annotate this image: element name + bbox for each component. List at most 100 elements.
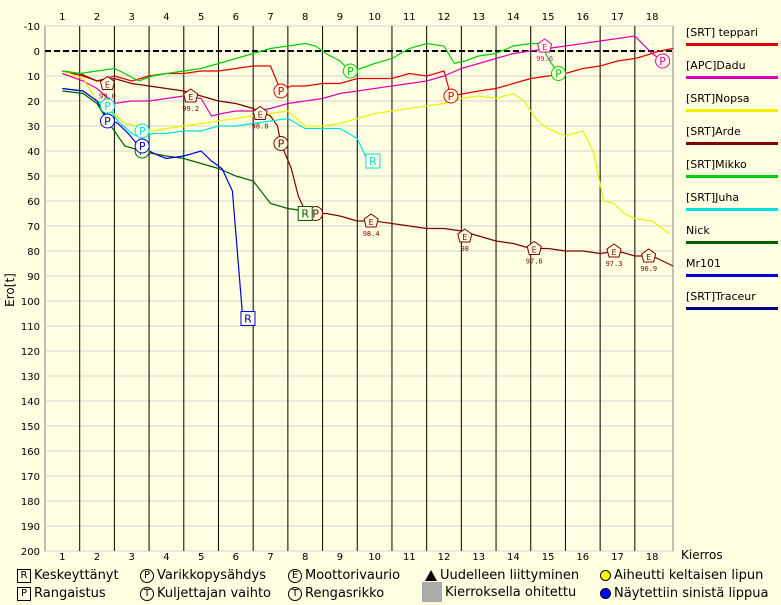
- legend-swatch: [686, 241, 778, 244]
- marker-letter: P: [278, 138, 285, 151]
- key-pitstop: P Varikkopysähdys: [140, 568, 266, 583]
- legend-swatch: [686, 175, 778, 178]
- legend-item: [SRT]Nopsa: [686, 92, 778, 125]
- x-tick-label-top: 6: [233, 12, 239, 23]
- pit-marker-circle: [273, 83, 289, 99]
- x-tick-label-bottom: 8: [302, 552, 308, 563]
- x-tick-label-top: 14: [507, 12, 520, 23]
- x-tick-label-bottom: 1: [59, 552, 65, 563]
- event-marker-E: E 97.6: [526, 240, 543, 266]
- legend-item: [SRT]Mikko: [686, 158, 778, 191]
- x-tick-label-top: 4: [163, 12, 169, 23]
- y-tick-label: 200: [21, 547, 40, 558]
- event-marker-P: P: [655, 53, 671, 69]
- y-tick-label: 50: [27, 172, 40, 183]
- legend-label: Mr101: [686, 257, 722, 270]
- x-tick-label-bottom: 15: [542, 552, 555, 563]
- x-tick-label-top: 1: [59, 12, 65, 23]
- pit-marker-circle: [655, 53, 671, 69]
- x-tick-label-top: 16: [576, 12, 589, 23]
- pit-marker-circle: [99, 113, 115, 129]
- marker-value-label: 96.9: [640, 265, 657, 273]
- y-tick-label: 20: [27, 97, 40, 108]
- y-tick-label: 30: [27, 122, 40, 133]
- key-lapped: Kierroksella ohitettu: [422, 582, 576, 602]
- event-key-legend: R Keskeyttänyt P Varikkopysähdys E Moottori…: [0, 565, 781, 605]
- legend-item: Nick: [686, 224, 778, 257]
- x-tick-label-bottom: 4: [163, 552, 169, 563]
- key-driver-change: T Kuljettajan vaihto: [140, 586, 271, 601]
- x-tick-label-bottom: 16: [576, 552, 589, 563]
- y-tick-label: 40: [27, 147, 40, 158]
- y-tick-label: 140: [21, 397, 40, 408]
- key-label: Rangaistus: [34, 586, 106, 601]
- marker-letter: P: [278, 85, 285, 98]
- y-tick-label: 0: [34, 47, 40, 58]
- marker-letter: P: [139, 140, 146, 153]
- penalty-icon: P: [17, 586, 31, 601]
- y-tick-label: 90: [27, 272, 40, 283]
- series-line: [62, 70, 670, 234]
- marker-letter: P: [347, 65, 354, 78]
- event-marker-E: E 99.2: [182, 88, 199, 113]
- series-lines: [62, 35, 674, 320]
- legend-item: [APC]Dadu: [686, 59, 778, 92]
- key-label: Keskeyttänyt: [34, 568, 119, 583]
- marker-letter: P: [139, 125, 146, 138]
- key-tyre-failure: T Rengasrikko: [288, 586, 384, 601]
- y-tick-label: 10: [27, 72, 40, 83]
- pit-marker-circle: [99, 98, 115, 114]
- x-tick-label-top: 9: [337, 12, 343, 23]
- event-marker-E: E 98.4: [363, 213, 380, 238]
- event-marker-P: P: [342, 63, 358, 79]
- legend-item: [SRT]Juha: [686, 191, 778, 224]
- series-line: [62, 35, 663, 117]
- driver-change-icon: T: [140, 586, 154, 601]
- marker-letter: E: [532, 246, 537, 255]
- x-tick-label-bottom: 10: [368, 552, 381, 563]
- y-tick-label: 110: [21, 322, 40, 333]
- legend-label: [SRT]Juha: [686, 191, 740, 204]
- legend-swatch: [686, 307, 778, 310]
- x-tick-label-bottom: 17: [611, 552, 624, 563]
- event-marker-P: P: [134, 138, 150, 154]
- marker-letter: E: [369, 218, 374, 227]
- x-tick-label-bottom: 3: [129, 552, 135, 563]
- x-tick-label-top: 18: [646, 12, 659, 23]
- y-tick-label: 60: [27, 197, 40, 208]
- y-tick-label: 160: [21, 447, 40, 458]
- x-tick-label-bottom: 6: [233, 552, 239, 563]
- marker-letter: E: [462, 233, 467, 242]
- y-tick-label: 70: [27, 222, 40, 233]
- legend-swatch: [686, 43, 778, 46]
- pit-marker-circle: [273, 136, 289, 151]
- marker-value-label: 99.6: [536, 55, 553, 63]
- legend-item: [SRT]Traceur: [686, 290, 778, 323]
- legend-label: Nick: [686, 224, 710, 237]
- marker-letter: R: [301, 208, 309, 221]
- engine-marker-shape: [606, 243, 622, 258]
- key-label: Varikkopysähdys: [157, 568, 266, 583]
- x-tick-label-top: 12: [438, 12, 451, 23]
- marker-value-label: 98.4: [363, 230, 380, 238]
- marker-letter: P: [312, 208, 319, 221]
- y-tick-label: 170: [21, 472, 40, 483]
- event-marker-P: P: [273, 83, 289, 99]
- event-marker-E: E 99.0: [99, 75, 116, 101]
- y-tick-label: -10: [24, 22, 40, 33]
- tyre-failure-icon: T: [288, 586, 302, 601]
- key-label: Aiheutti keltaisen lipun: [614, 568, 764, 583]
- key-yellow-flag: Aiheutti keltaisen lipun: [600, 568, 763, 583]
- marker-letter: E: [611, 248, 616, 257]
- engine-marker-shape: [457, 228, 473, 243]
- legend-swatch: [686, 274, 778, 277]
- x-tick-label-bottom: 14: [507, 552, 520, 563]
- series-line: [62, 87, 254, 320]
- blue-dot-icon: [600, 588, 611, 599]
- legend-label: [SRT]Arde: [686, 125, 741, 138]
- x-tick-label-bottom: 12: [438, 552, 451, 563]
- y-tick-label: 80: [27, 247, 40, 258]
- marker-letter: P: [104, 115, 111, 128]
- key-label: Kuljettajan vaihto: [157, 586, 272, 601]
- marker-letter: E: [646, 253, 651, 262]
